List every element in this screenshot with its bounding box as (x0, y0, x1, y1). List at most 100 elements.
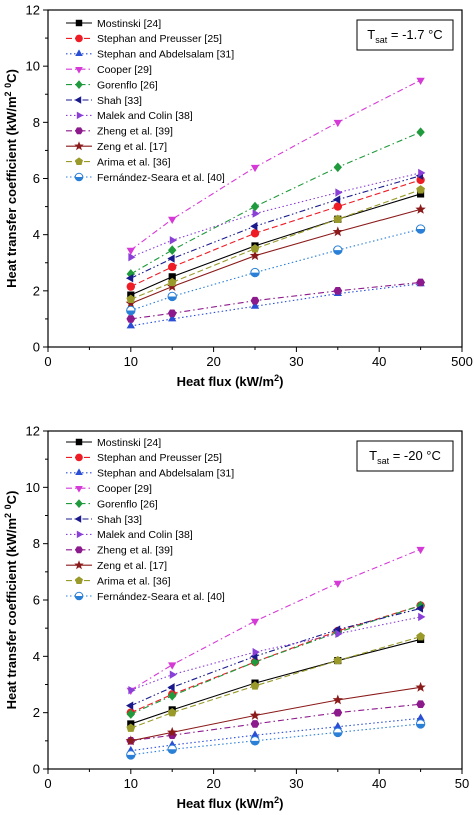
data-point (250, 267, 260, 278)
series-11 (126, 719, 426, 760)
data-point (333, 708, 343, 717)
data-point (167, 309, 177, 318)
data-point (415, 719, 426, 729)
data-point (333, 245, 343, 255)
y-tick-label: 10 (26, 480, 40, 495)
legend-label: Shah [33] (97, 514, 142, 526)
series-line (130, 605, 421, 715)
data-point (167, 254, 175, 263)
x-tick-label: 0 (44, 354, 51, 369)
series-11 (126, 224, 426, 316)
y-axis-label: Heat transfer coefficient (kW/m2 0C) (0, 69, 19, 288)
legend-marker (75, 453, 83, 462)
legend: Mostinski [24] Stephan and Preusser [25] S… (66, 437, 234, 603)
data-point (332, 195, 341, 204)
data-point (126, 315, 136, 323)
legend-marker (76, 111, 84, 120)
legend-item: Shah [33] (66, 514, 142, 526)
data-point (249, 710, 261, 720)
series-line (130, 189, 421, 300)
data-point (332, 694, 343, 705)
y-tick-label: 12 (26, 424, 40, 439)
data-point (416, 185, 425, 194)
legend-item: Fernández-Seara et al. [40] (66, 591, 225, 603)
data-point (250, 736, 260, 746)
data-point (333, 655, 343, 665)
data-point (335, 188, 343, 197)
legend-label: Cooper [29] (97, 483, 152, 495)
legend-item: Malek and Colin [38] (66, 110, 193, 122)
legend-item: Gorenflo [26] (66, 498, 158, 510)
legend-item: Stephan and Abdelsalam [31] (66, 468, 234, 480)
tsat-annotation: Tsat = -20 °C (356, 440, 454, 472)
x-tick-label: 30 (289, 776, 303, 791)
series-4 (126, 546, 425, 695)
legend-marker (75, 49, 83, 56)
data-point (250, 301, 260, 309)
legend-label: Fernández-Seara et al. [40] (97, 172, 225, 184)
data-point (125, 274, 134, 283)
legend-marker (75, 157, 83, 165)
data-point (169, 670, 178, 679)
data-point (416, 546, 425, 555)
y-tick-label: 8 (33, 536, 40, 551)
series-line (130, 616, 421, 691)
data-point (415, 224, 426, 234)
series-8 (126, 278, 426, 323)
legend-item: Zheng et al. [39] (66, 126, 173, 138)
data-point (250, 164, 260, 173)
legend-item: Arima et al. [36] (66, 156, 171, 168)
legend-item: Arima et al. [36] (66, 575, 171, 587)
legend-item: Zeng et al. [17] (66, 560, 167, 572)
data-point (126, 305, 136, 316)
series-line (130, 605, 421, 714)
y-tick-label: 4 (33, 227, 40, 242)
legend-marker (75, 576, 83, 584)
x-tick-label: 10 (124, 354, 138, 369)
data-point (126, 294, 136, 303)
legend-label: Stephan and Abdelsalam [31] (97, 49, 234, 61)
data-point (250, 229, 260, 238)
legend-item: Zeng et al. [17] (66, 141, 167, 153)
data-point (168, 314, 177, 322)
data-point (126, 321, 135, 329)
data-point (249, 250, 261, 261)
data-point (167, 744, 177, 754)
legend-item: Gorenflo [26] (66, 79, 158, 91)
y-tick-label: 8 (33, 115, 40, 130)
legend-label: Fernández-Seara et al. [40] (97, 591, 225, 603)
data-point (126, 709, 135, 719)
y-tick-label: 12 (26, 3, 40, 18)
data-point (126, 247, 135, 255)
legend-label: Zeng et al. [17] (97, 560, 167, 572)
series-2 (126, 175, 425, 291)
x-tick-label: 30 (289, 354, 303, 369)
data-point (335, 629, 343, 638)
legend-marker (74, 560, 84, 570)
legend-label: Gorenflo [26] (97, 79, 158, 91)
data-point (333, 580, 342, 588)
legend-item: Malek and Colin [38] (66, 529, 193, 541)
series-line (130, 228, 421, 312)
legend-item: Zheng et al. [39] (66, 545, 173, 557)
series-line (130, 283, 421, 327)
legend-marker (75, 80, 83, 89)
legend-label: Gorenflo [26] (97, 498, 158, 510)
series-10 (126, 185, 425, 303)
data-point (416, 632, 425, 641)
x-tick-label: 0 (44, 776, 51, 791)
data-point (415, 604, 424, 613)
legend-marker (74, 515, 82, 523)
x-tick-label: 20 (206, 354, 220, 369)
y-tick-label: 0 (33, 340, 40, 355)
legend-item: Stephan and Abdelsalam [31] (66, 49, 234, 61)
legend-label: Mostinski [24] (97, 18, 161, 30)
data-point (168, 216, 177, 225)
legend-item: Stephan and Preusser [25] (66, 452, 222, 464)
data-point (168, 662, 177, 670)
y-tick-label: 6 (33, 593, 40, 608)
legend-marker (75, 19, 83, 27)
legend-label: Arima et al. [36] (97, 575, 171, 587)
data-point (167, 726, 178, 737)
data-point (168, 273, 176, 281)
